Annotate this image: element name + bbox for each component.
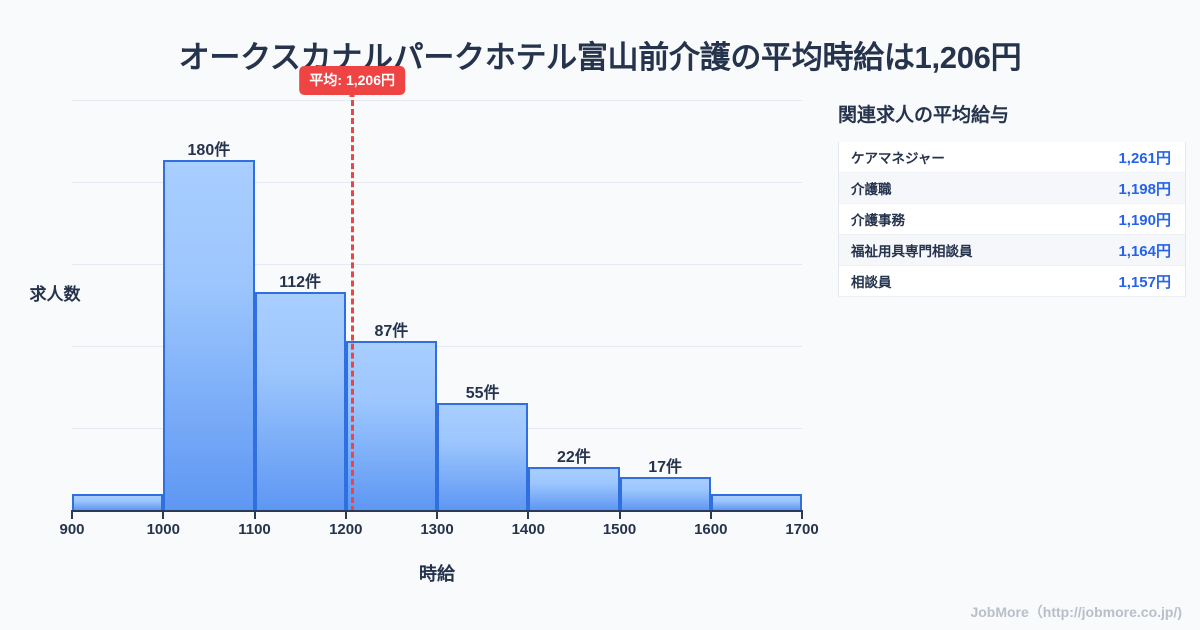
bar	[163, 160, 255, 510]
average-wage-value: 1,157円	[1118, 273, 1171, 291]
x-tick-label: 1000	[146, 521, 180, 538]
bar	[345, 340, 437, 510]
bar-value-label: 55件	[465, 385, 500, 403]
x-tick-label: 1100	[238, 521, 271, 538]
histogram-chart: 求人数 180件 112件 87件 55件 22件 17件 平均: 1,206円 900 1…	[0, 66, 830, 592]
x-tick-label: 1300	[420, 521, 454, 538]
average-wage-value: 1,164円	[1118, 242, 1171, 260]
bar-value-label: 87件	[374, 322, 409, 340]
average-wage-value: 1,190円	[1118, 211, 1171, 229]
x-tick-label: 1700	[785, 521, 819, 538]
average-badge: 平均: 1,206円	[299, 66, 406, 95]
gridline	[72, 264, 802, 265]
job-title-label: 相談員	[851, 275, 892, 290]
gridline	[72, 182, 802, 183]
x-tick	[344, 510, 347, 519]
job-title-label: 福祉用具専門相談員	[851, 244, 973, 259]
table-row[interactable]: 福祉用具専門相談員 1,164円	[839, 235, 1185, 266]
x-axis-label: 時給	[419, 564, 455, 584]
table-row[interactable]: ケアマネジャー 1,261円	[839, 142, 1185, 173]
average-line	[351, 100, 355, 512]
bar	[254, 292, 346, 510]
x-tick	[527, 510, 530, 519]
bar	[710, 494, 802, 510]
bar	[72, 494, 164, 510]
page-title: オークスカナルパークホテル富山前介護の平均時給は1,206円	[178, 40, 1022, 75]
average-wage-value: 1,261円	[1118, 149, 1171, 167]
x-tick-label: 1200	[329, 521, 363, 538]
table-row[interactable]: 介護職 1,198円	[839, 173, 1185, 204]
x-tick	[162, 510, 165, 519]
job-title-label: 介護事務	[851, 213, 905, 228]
footer-watermark: JobMore（http://jobmore.co.jp/)	[970, 604, 1182, 620]
bar	[619, 476, 711, 510]
average-wage-value: 1,198円	[1118, 180, 1171, 198]
x-tick	[618, 510, 621, 519]
bar-value-label: 112件	[279, 274, 322, 292]
bar-value-label: 22件	[556, 449, 591, 467]
bar-value-label: 180件	[187, 142, 231, 160]
x-tick	[253, 510, 256, 519]
x-tick-label: 1500	[602, 521, 637, 538]
x-tick	[436, 510, 438, 519]
job-title-label: 介護職	[851, 182, 892, 197]
related-salary-panel: 関連求人の平均給与 ケアマネジャー 1,261円介護職 1,198円介護事務 1,19…	[838, 100, 1186, 297]
job-title-label: ケアマネジャー	[851, 151, 945, 166]
gridline	[72, 100, 802, 101]
bar	[528, 467, 620, 510]
bar	[437, 403, 529, 510]
x-tick	[709, 510, 712, 519]
x-tick	[801, 510, 803, 519]
y-axis-label: 求人数	[29, 285, 81, 304]
x-tick	[71, 510, 73, 519]
table-row[interactable]: 相談員 1,157円	[839, 266, 1185, 297]
related-salary-title: 関連求人の平均給与	[838, 105, 1010, 126]
x-tick-label: 1400	[511, 521, 545, 538]
table-row[interactable]: 介護事務 1,190円	[839, 204, 1185, 235]
bar-value-label: 17件	[648, 458, 683, 476]
x-tick-label: 900	[59, 521, 85, 538]
x-tick-label: 1600	[694, 521, 728, 538]
plot-area: 180件 112件 87件 55件 22件 17件 平均: 1,206円 900 1000 1…	[59, 66, 819, 538]
related-salary-table: ケアマネジャー 1,261円介護職 1,198円介護事務 1,190円福祉用具専門相談…	[838, 142, 1186, 297]
gridline	[72, 346, 802, 347]
